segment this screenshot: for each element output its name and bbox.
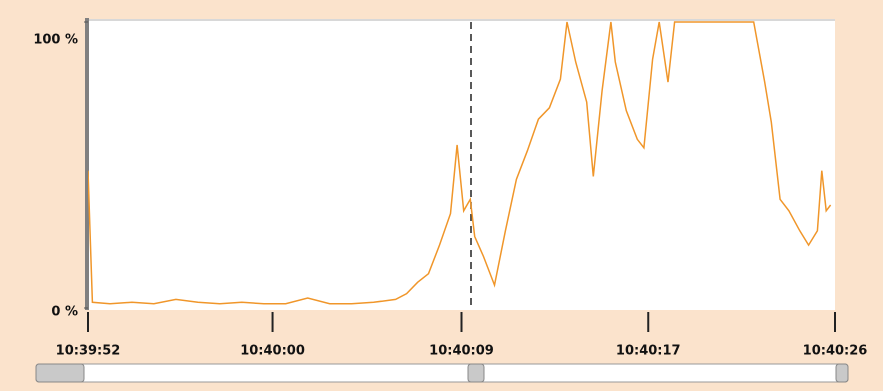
scrollbar-left-handle[interactable] [35,363,85,383]
scrollbar-track [35,363,849,383]
x-tick-label: 10:39:52 [56,344,121,359]
x-tick-label: 10:40:26 [803,344,868,359]
plot-area [88,20,835,310]
y-tick-label: 100 % [33,33,78,48]
scrollbar-thumb[interactable] [467,363,485,383]
scrollbar[interactable] [35,363,849,383]
x-tick-label: 10:40:09 [429,344,494,359]
scrollbar-right-handle[interactable] [835,363,849,383]
x-tick-label: 10:40:17 [616,344,681,359]
y-tick-label: 0 % [51,305,78,320]
x-tick-label: 10:40:00 [240,344,305,359]
line-series [88,21,832,305]
